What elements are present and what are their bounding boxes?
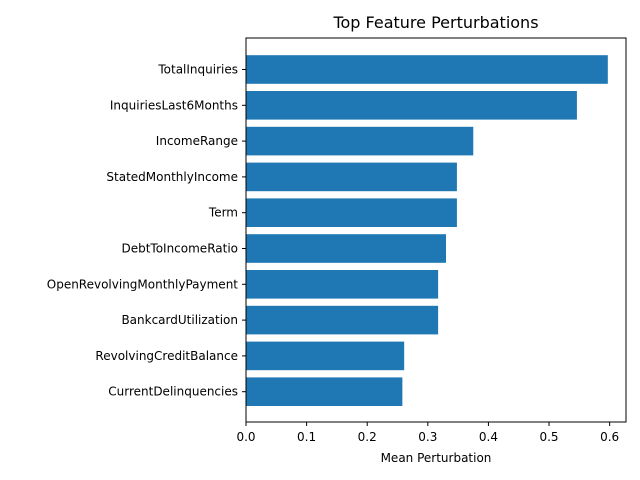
y-tick-label: InquiriesLast6Months <box>110 98 238 112</box>
bars-group <box>246 55 608 406</box>
bar-IncomeRange <box>246 126 474 156</box>
x-tick-label: 0.3 <box>418 430 437 444</box>
y-tick-label: OpenRevolvingMonthlyPayment <box>47 277 239 291</box>
x-axis: 0.0 0.1 0.2 0.3 0.4 0.5 0.6 <box>236 422 619 444</box>
plot-area-frame <box>245 37 627 423</box>
bar-CurrentDelinquencies <box>246 377 403 406</box>
bar-Term <box>246 198 457 227</box>
y-tick-label: RevolvingCreditBalance <box>95 349 238 363</box>
bar-RevolvingCreditBalance <box>246 341 405 371</box>
x-tick-label: 0.0 <box>236 430 255 444</box>
bar-TotalInquiries <box>246 55 608 84</box>
bar-StatedMonthlyIncome <box>246 162 457 192</box>
y-tick-label: StatedMonthlyIncome <box>106 170 238 184</box>
x-tick-label: 0.1 <box>297 430 316 444</box>
bar-OpenRevolvingMonthlyPayment <box>246 270 439 299</box>
bar-InquiriesLast6Months <box>246 91 577 120</box>
y-tick-label: Term <box>208 206 238 220</box>
y-tick-label: BankcardUtilization <box>121 313 238 327</box>
y-tick-label: IncomeRange <box>156 134 238 148</box>
bar-BankcardUtilization <box>246 305 439 335</box>
x-tick-label: 0.4 <box>479 430 498 444</box>
x-tick-label: 0.5 <box>539 430 558 444</box>
x-tick-label: 0.6 <box>600 430 619 444</box>
x-axis-label: Mean Perturbation <box>381 451 492 465</box>
chart-title: Top Feature Perturbations <box>332 13 538 32</box>
y-axis: TotalInquiries InquiriesLast6Months Income… <box>47 63 246 399</box>
bar-DebtToIncomeRatio <box>246 234 446 263</box>
y-tick-label: DebtToIncomeRatio <box>121 242 238 256</box>
y-tick-label: CurrentDelinquencies <box>108 385 238 399</box>
x-tick-label: 0.2 <box>358 430 377 444</box>
y-tick-label: TotalInquiries <box>157 63 238 77</box>
